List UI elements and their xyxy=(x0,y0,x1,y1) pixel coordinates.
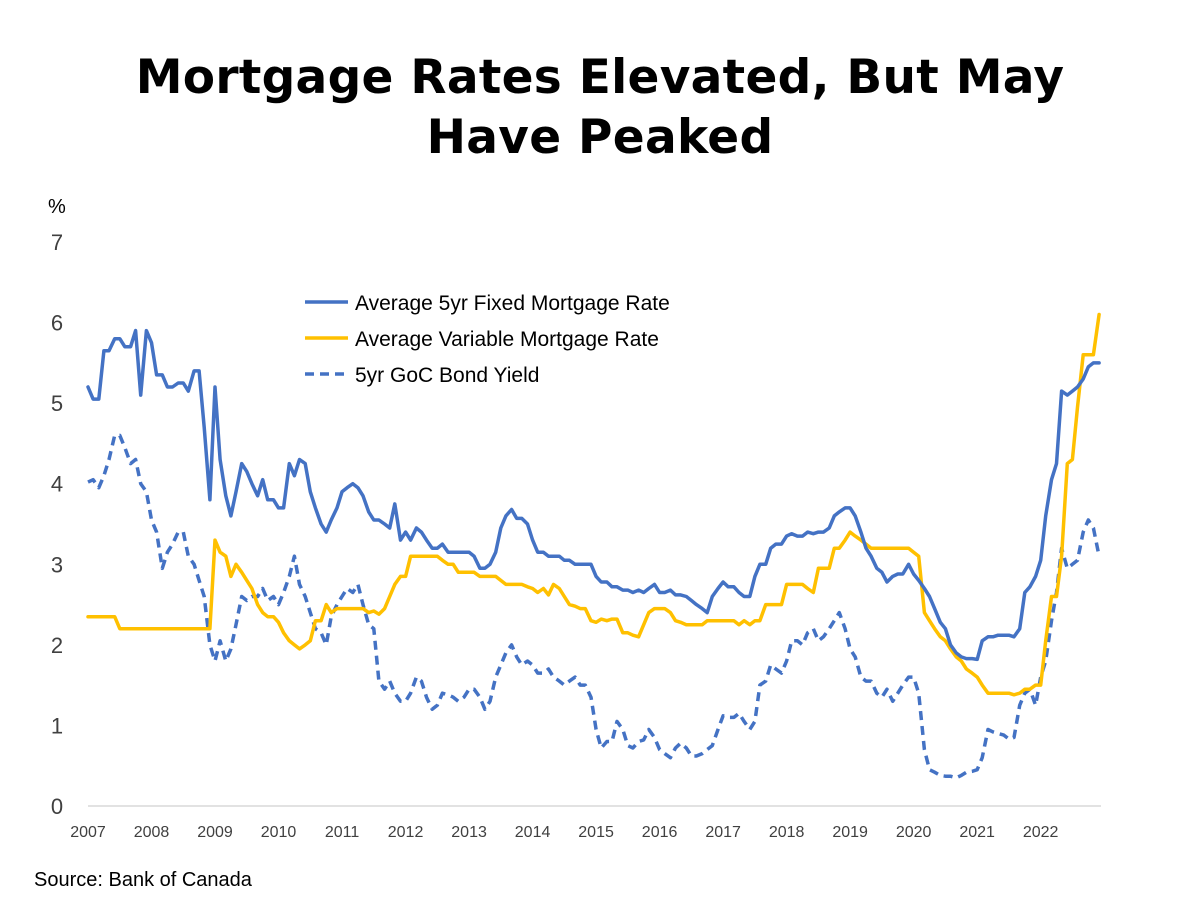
y-tick-label: 1 xyxy=(51,713,63,738)
x-tick-label: 2015 xyxy=(578,824,614,841)
source-note: Source: Bank of Canada xyxy=(34,869,252,891)
series-line-variable-rate xyxy=(86,312,1101,697)
x-tick-label: 2017 xyxy=(705,824,741,841)
x-tick-label: 2022 xyxy=(1023,824,1059,841)
y-tick-label: 3 xyxy=(51,552,63,577)
x-axis-ticks: 2007 2008 2009 2010 2011 2012 2013 2014 2015 2016… xyxy=(70,824,1058,841)
x-tick-label: 2019 xyxy=(832,824,868,841)
x-tick-label: 2008 xyxy=(134,824,170,841)
y-axis-unit-label: % xyxy=(48,196,66,218)
y-tick-label: 5 xyxy=(51,391,63,416)
x-tick-label: 2021 xyxy=(959,824,995,841)
chart-title-line-2: Have Peaked xyxy=(426,110,774,165)
legend-item-fixed-rate: Average 5yr Fixed Mortgage Rate xyxy=(305,292,670,315)
series-lines xyxy=(86,312,1101,780)
legend-item-variable-rate: Average Variable Mortgage Rate xyxy=(305,328,659,351)
legend-label: Average Variable Mortgage Rate xyxy=(355,328,659,351)
x-tick-label: 2007 xyxy=(70,824,106,841)
y-tick-label: 2 xyxy=(51,633,63,658)
series-line-fixed-rate xyxy=(86,328,1101,662)
x-tick-label: 2016 xyxy=(642,824,678,841)
legend-label: Average 5yr Fixed Mortgage Rate xyxy=(355,292,670,315)
x-tick-label: 2020 xyxy=(896,824,932,841)
legend-label: 5yr GoC Bond Yield xyxy=(355,364,539,387)
chart-title-line-1: Mortgage Rates Elevated, But May xyxy=(135,50,1065,105)
series-line-bond-yield xyxy=(87,433,1101,780)
y-tick-label: 0 xyxy=(51,794,63,819)
y-tick-label: 6 xyxy=(51,311,63,336)
x-tick-label: 2009 xyxy=(197,824,233,841)
x-tick-label: 2010 xyxy=(261,824,297,841)
x-tick-label: 2012 xyxy=(388,824,424,841)
x-tick-label: 2011 xyxy=(325,824,360,841)
chart-legend: Average 5yr Fixed Mortgage Rate Average V… xyxy=(305,292,670,387)
y-axis-ticks: 0 1 2 3 4 5 6 7 xyxy=(51,230,63,819)
y-tick-label: 4 xyxy=(51,472,63,497)
x-tick-label: 2014 xyxy=(515,824,551,841)
legend-item-bond-yield: 5yr GoC Bond Yield xyxy=(305,364,539,387)
x-tick-label: 2013 xyxy=(451,824,487,841)
chart-title: Mortgage Rates Elevated, But May Have Pe… xyxy=(0,48,1200,168)
x-tick-label: 2018 xyxy=(769,824,805,841)
y-tick-label: 7 xyxy=(51,230,63,255)
